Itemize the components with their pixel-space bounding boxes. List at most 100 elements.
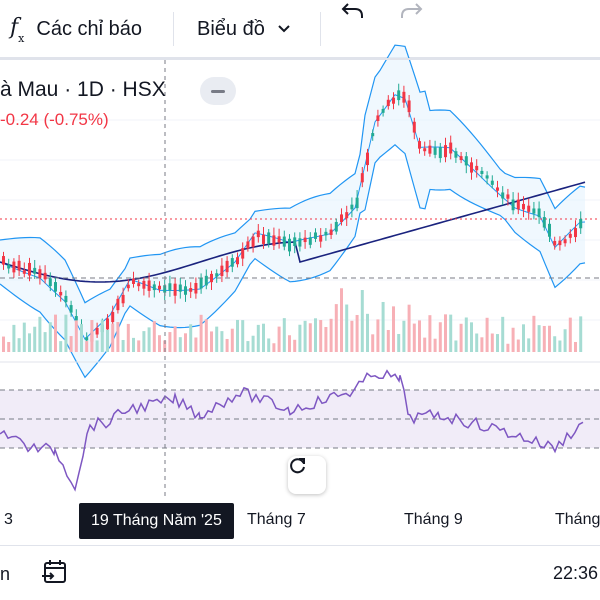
volume-bar	[199, 314, 203, 352]
volume-bar	[210, 331, 213, 352]
volume-bar	[126, 323, 130, 352]
volume-bar	[256, 324, 260, 352]
legend-collapse-button[interactable]	[200, 77, 236, 105]
refresh-icon	[290, 458, 305, 474]
candle-body	[147, 280, 151, 291]
candle-body	[490, 180, 494, 185]
volume-bar	[511, 327, 515, 352]
candle-body	[74, 316, 78, 321]
volume-bar	[319, 320, 323, 352]
volume-bar	[308, 323, 312, 352]
candle-body	[95, 327, 99, 335]
volume-bar	[334, 304, 338, 352]
reset-chart-button[interactable]	[288, 456, 326, 494]
volume-bar	[314, 318, 317, 352]
volume-bar	[532, 315, 536, 352]
candle-body	[428, 145, 432, 154]
volume-bar	[574, 341, 577, 352]
calendar-goto-icon[interactable]	[40, 558, 70, 588]
volume-bar	[54, 314, 57, 352]
candle-body	[522, 203, 525, 210]
candle-body	[126, 284, 130, 289]
candle-body	[111, 311, 115, 323]
volume-bar	[355, 314, 359, 352]
volume-bar	[464, 317, 468, 352]
volume-bar	[262, 323, 265, 352]
clock-time: 22:36	[552, 563, 598, 583]
time-axis-label: Tháng 9	[404, 511, 463, 528]
chart-type-label: Biểu đồ	[197, 17, 265, 40]
volume-bar	[189, 324, 193, 352]
volume-bar	[516, 339, 520, 352]
candle-body	[298, 238, 302, 247]
volume-bar	[553, 336, 557, 352]
candle-body	[262, 234, 265, 244]
volume-bar	[428, 315, 432, 352]
chart-type-button[interactable]: Biểu đồ	[197, 0, 291, 58]
candle-body	[381, 108, 385, 113]
candle-body	[69, 305, 73, 313]
volume-bar	[22, 322, 26, 352]
volume-bar	[423, 337, 427, 352]
candle-body	[267, 232, 271, 244]
candle-body	[345, 212, 349, 219]
volume-bar	[163, 340, 167, 352]
candle-body	[59, 291, 63, 296]
volume-bar	[215, 326, 219, 352]
candle-body	[199, 278, 203, 289]
candle-body	[334, 221, 338, 232]
candle-body	[475, 165, 479, 171]
candle-body	[163, 285, 167, 293]
indicators-label: Các chỉ báo	[36, 17, 142, 40]
range-text[interactable]: n	[0, 564, 11, 584]
candle-body	[116, 298, 120, 311]
candle-body	[12, 261, 16, 273]
volume-bar	[116, 322, 120, 352]
volume-bar	[69, 336, 73, 352]
volume-bar	[548, 325, 551, 352]
candle-body	[537, 208, 541, 218]
candle-body	[152, 284, 156, 291]
volume-bar	[194, 337, 198, 352]
volume-bar	[142, 331, 146, 352]
candle-body	[85, 337, 89, 341]
volume-bar	[371, 334, 375, 352]
volume-bar	[496, 334, 499, 352]
volume-bar	[522, 324, 525, 352]
candle-body	[48, 278, 52, 287]
candle-body	[277, 236, 281, 243]
candle-body	[371, 133, 375, 137]
candle-body	[360, 173, 364, 183]
volume-bar	[74, 320, 78, 352]
time-axis-label: Tháng	[555, 511, 600, 528]
candle-body	[376, 115, 380, 122]
candle-body	[272, 235, 276, 246]
candle-body	[485, 175, 489, 179]
candle-body	[574, 228, 577, 238]
volume-bar	[28, 333, 31, 352]
candle-body	[210, 273, 213, 283]
candle-body	[527, 205, 531, 212]
candle-body	[355, 197, 359, 209]
symbol-legend-title[interactable]: à Mau · 1D · HSX	[0, 78, 166, 101]
candle-body	[303, 237, 307, 243]
candle-body	[241, 248, 245, 259]
candle-body	[516, 199, 520, 210]
candle-body	[121, 294, 125, 304]
volume-bar	[178, 337, 182, 352]
volume-bar	[438, 322, 442, 352]
bollinger-upper	[0, 44, 586, 304]
volume-bar	[17, 338, 21, 352]
volume-bar	[558, 340, 562, 352]
indicators-button[interactable]: fx Các chỉ báo	[10, 0, 142, 58]
candle-body	[194, 283, 198, 294]
top-toolbar: fx Các chỉ báo Biểu đồ	[0, 0, 600, 58]
volume-bar	[246, 341, 250, 352]
volume-bar	[7, 342, 11, 352]
volume-bar	[454, 340, 458, 352]
volume-bar	[449, 314, 453, 352]
volume-bar	[501, 316, 505, 352]
volume-bar	[43, 332, 47, 352]
candle-body	[329, 229, 333, 235]
